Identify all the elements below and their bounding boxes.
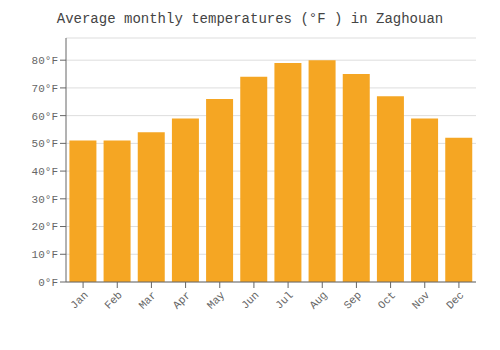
html-text:Average monthly temperatures (: Average monthly temperatures (°F ) in Za…: [56, 11, 444, 27]
svg-text:30°F: 30°F: [32, 194, 58, 206]
svg-text:Aug: Aug: [307, 289, 329, 311]
svg-text:0°F: 0°F: [38, 277, 58, 289]
svg-text:Jan: Jan: [68, 289, 90, 311]
svg-text:Mar: Mar: [137, 289, 159, 311]
svg-text:Jun: Jun: [239, 289, 261, 311]
svg-text:Oct: Oct: [376, 289, 398, 311]
svg-text:60°F: 60°F: [32, 111, 58, 123]
svg-text:10°F: 10°F: [32, 249, 58, 261]
svg-text:Jul: Jul: [273, 289, 295, 311]
svg-text:80°F: 80°F: [32, 55, 58, 67]
svg-text:Apr: Apr: [171, 289, 193, 311]
svg-text:Feb: Feb: [102, 289, 124, 311]
svg-text:40°F: 40°F: [32, 166, 58, 178]
svg-text:May: May: [205, 289, 228, 312]
svg-text:Dec: Dec: [444, 289, 466, 311]
svg-text:50°F: 50°F: [32, 138, 58, 150]
svg-text:20°F: 20°F: [32, 221, 58, 233]
svg-text:Nov: Nov: [410, 289, 433, 312]
svg-text:70°F: 70°F: [32, 83, 58, 95]
svg-text:Sep: Sep: [342, 289, 364, 311]
